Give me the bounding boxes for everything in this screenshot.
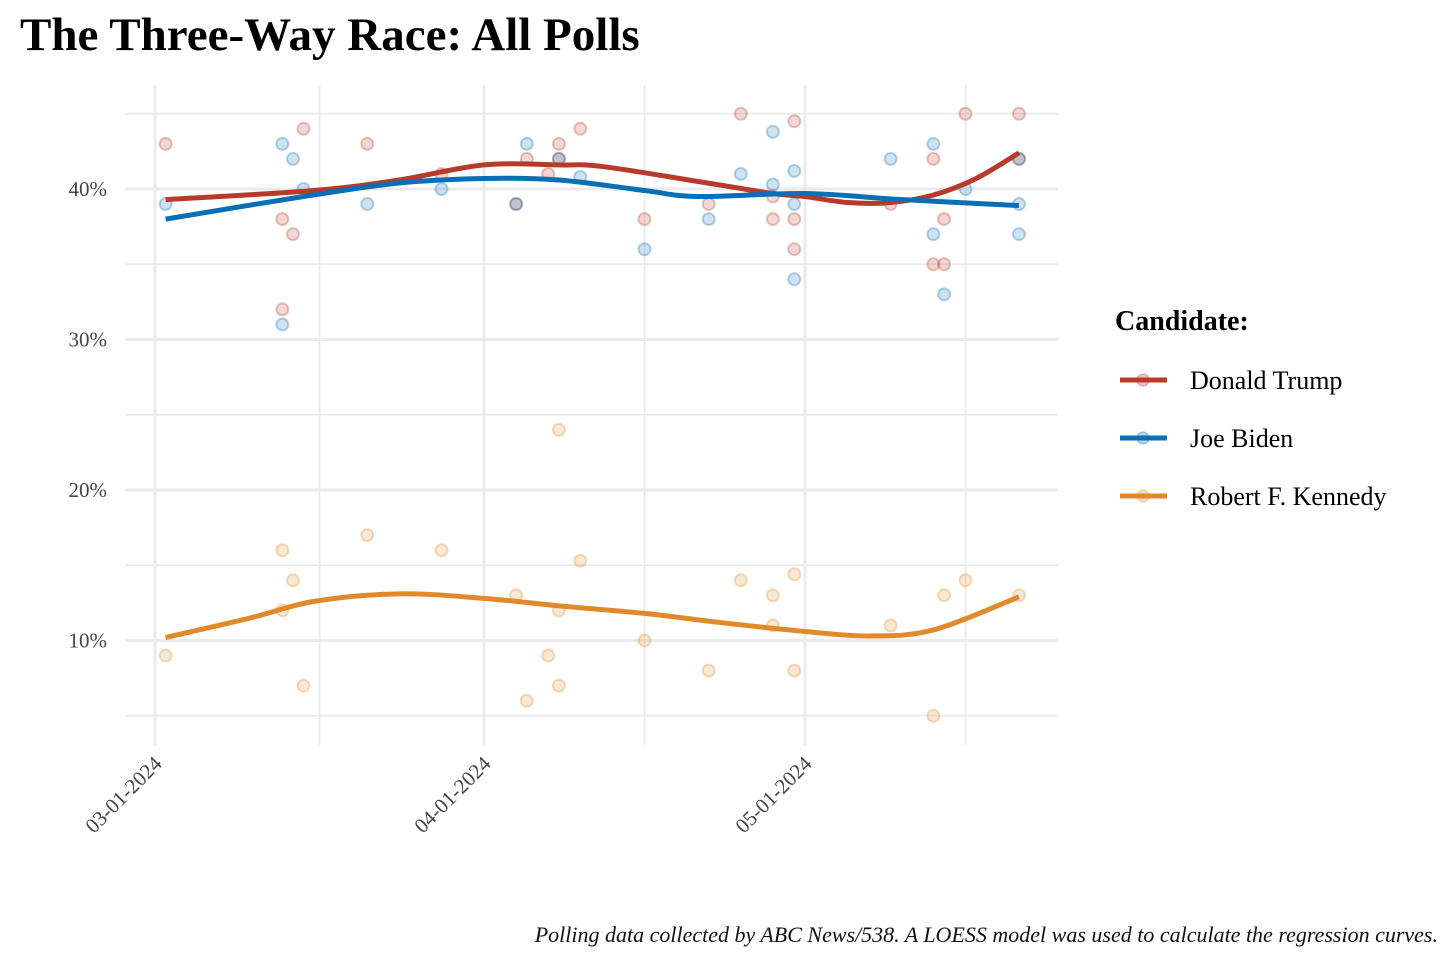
poll-point [275, 543, 290, 558]
y-tick-label: 10% [69, 629, 108, 653]
poll-point [937, 212, 952, 227]
poll-point [637, 242, 652, 257]
poll-point [926, 257, 941, 272]
x-tick-label: 04-01-2024 [409, 751, 496, 838]
poll-point [787, 272, 802, 287]
poll-point [275, 136, 290, 151]
legend-item: Robert F. Kennedy [1120, 482, 1387, 511]
poll-point [551, 678, 566, 693]
x-axis: 03-01-2024 04-01-2024 05-01-2024 [80, 751, 817, 838]
poll-point [787, 663, 802, 678]
poll-point [360, 197, 375, 212]
legend-label: Robert F. Kennedy [1190, 482, 1387, 511]
poll-point [926, 227, 941, 242]
poll-point [541, 648, 556, 663]
poll-point [519, 136, 534, 151]
poll-point [285, 573, 300, 588]
poll-point [509, 197, 524, 212]
y-tick-label: 20% [69, 478, 108, 502]
poll-point [926, 136, 941, 151]
poll-point [765, 212, 780, 227]
loess-curve-joe-biden [165, 175, 1020, 222]
poll-point [937, 588, 952, 603]
poll-point [733, 166, 748, 181]
poll-point [573, 121, 588, 136]
y-axis: 10% 20% 30% 40% [69, 177, 108, 653]
legend: Candidate: Donald Trump Joe Biden Robert F… [1115, 306, 1387, 511]
poll-point [958, 106, 973, 121]
poll-point [434, 182, 449, 196]
poll-point [787, 242, 802, 257]
poll-point [285, 227, 300, 242]
poll-point [275, 212, 290, 227]
poll-point [296, 121, 311, 136]
poll-point [637, 212, 652, 227]
x-tick-label: 03-01-2024 [80, 751, 167, 838]
poll-point [701, 197, 716, 212]
poll-point [158, 136, 173, 151]
poll-point [787, 114, 802, 129]
legend-label: Joe Biden [1190, 424, 1293, 453]
poll-point [509, 197, 524, 212]
poll-point [733, 573, 748, 588]
legend-marker [1136, 373, 1150, 387]
poll-point [275, 317, 290, 332]
poll-point [360, 528, 375, 543]
chart-caption: Polling data collected by ABC News/538. … [534, 922, 1438, 947]
poll-point [701, 663, 716, 678]
legend-item: Joe Biden [1120, 424, 1293, 453]
regression-curves [165, 150, 1021, 640]
legend-marker [1136, 431, 1150, 445]
poll-point [360, 136, 375, 151]
poll-point [733, 106, 748, 121]
poll-point [937, 257, 952, 272]
poll-point [158, 648, 173, 663]
legend-item: Donald Trump [1120, 366, 1342, 395]
poll-point [883, 151, 898, 166]
poll-point [937, 287, 952, 302]
y-tick-label: 40% [69, 177, 108, 201]
poll-point [1012, 227, 1026, 242]
poll-point [1012, 106, 1026, 121]
poll-point [787, 197, 802, 212]
grid [125, 85, 1058, 745]
poll-point [701, 212, 716, 227]
poll-point [275, 302, 290, 317]
legend-label: Donald Trump [1190, 366, 1342, 395]
poll-point [573, 553, 588, 568]
poll-point [787, 212, 802, 227]
poll-point [296, 678, 311, 693]
poll-point [551, 136, 566, 151]
legend-title: Candidate: [1115, 306, 1249, 337]
poll-point [958, 573, 973, 588]
poll-point [519, 693, 534, 708]
poll-point [926, 708, 941, 723]
poll-point [434, 543, 449, 558]
poll-point [765, 588, 780, 603]
poll-point [637, 633, 652, 648]
poll-point [285, 151, 300, 166]
poll-point [765, 177, 780, 192]
poll-point [787, 163, 802, 178]
legend-marker [1136, 489, 1150, 503]
chart-title: The Three-Way Race: All Polls [20, 9, 640, 61]
poll-point [765, 124, 780, 139]
y-tick-label: 30% [69, 328, 108, 352]
poll-point [551, 422, 566, 437]
poll-point [787, 567, 802, 582]
x-tick-label: 05-01-2024 [730, 751, 817, 838]
loess-curve-robert-f-kennedy [165, 591, 1020, 640]
poll-point [926, 151, 941, 166]
poll-point [883, 618, 898, 633]
